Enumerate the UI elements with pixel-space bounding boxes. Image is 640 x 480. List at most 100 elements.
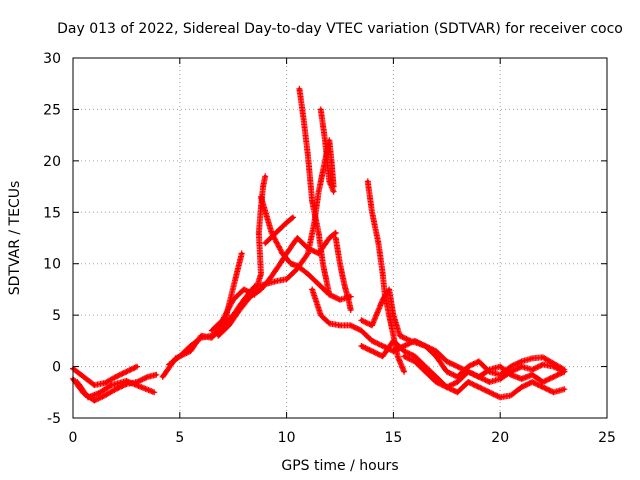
- data-point: [135, 365, 139, 369]
- data-point: [387, 287, 391, 291]
- data-point: [306, 272, 310, 276]
- data-point: [541, 385, 545, 389]
- data-point: [423, 344, 427, 348]
- data-point: [278, 262, 282, 266]
- data-point: [295, 264, 299, 268]
- data-point: [92, 383, 96, 387]
- data-point: [327, 293, 331, 297]
- data-point: [520, 377, 524, 381]
- data-point: [488, 380, 492, 384]
- data-point: [103, 393, 107, 397]
- data-point: [445, 359, 449, 363]
- data-point: [338, 323, 342, 327]
- data-point: [488, 368, 492, 372]
- data-point: [477, 375, 481, 379]
- data-point: [520, 359, 524, 363]
- series-track-12: [332, 235, 354, 313]
- data-point: [347, 298, 351, 302]
- data-point: [124, 379, 128, 383]
- data-point: [530, 356, 534, 360]
- data-point: [327, 138, 331, 142]
- data-point: [231, 298, 235, 302]
- data-point: [332, 190, 336, 194]
- data-point: [334, 231, 338, 235]
- grid: [73, 58, 607, 418]
- data-point: [381, 344, 385, 348]
- data-point: [552, 390, 556, 394]
- series-track-10: [296, 85, 333, 298]
- data-point: [289, 262, 293, 266]
- data-point: [381, 272, 385, 276]
- data-point: [285, 277, 289, 281]
- data-point: [370, 349, 374, 353]
- data-point: [455, 365, 459, 369]
- data-point: [541, 363, 545, 367]
- data-point: [233, 277, 237, 281]
- data-point: [477, 359, 481, 363]
- data-point: [342, 282, 346, 286]
- data-point: [210, 329, 214, 333]
- data-point: [240, 251, 244, 255]
- y-tick-label: -5: [47, 411, 61, 427]
- x-tick-label: 0: [69, 430, 78, 446]
- chart-title: Day 013 of 2022, Sidereal Day-to-day VTE…: [57, 21, 623, 37]
- data-point: [263, 174, 267, 178]
- data-point: [238, 308, 242, 312]
- data-point: [82, 375, 86, 379]
- data-point: [541, 355, 545, 359]
- data-point: [310, 200, 314, 204]
- data-point: [466, 365, 470, 369]
- y-tick-label: 25: [43, 102, 61, 118]
- data-point: [295, 236, 299, 240]
- data-point: [455, 375, 459, 379]
- data-point: [75, 380, 79, 384]
- data-point: [321, 169, 325, 173]
- data-point: [466, 380, 470, 384]
- data-point: [387, 313, 391, 317]
- data-point: [413, 354, 417, 358]
- data-point: [391, 334, 395, 338]
- data-point: [114, 375, 118, 379]
- data-point: [488, 390, 492, 394]
- data-point: [402, 344, 406, 348]
- data-point: [434, 354, 438, 358]
- data-point: [302, 118, 306, 122]
- data-point: [199, 336, 203, 340]
- y-tick-label: 0: [52, 360, 61, 376]
- plot-frame: [72, 57, 608, 419]
- series-track-3: [74, 378, 158, 401]
- data-point: [455, 380, 459, 384]
- data-point: [552, 375, 556, 379]
- data-point: [408, 339, 412, 343]
- data-point: [530, 380, 534, 384]
- data-point: [413, 359, 417, 363]
- data-point: [280, 251, 284, 255]
- data-point: [562, 387, 566, 391]
- data-point: [327, 179, 331, 183]
- data-point: [216, 334, 220, 338]
- data-point: [329, 159, 333, 163]
- data-point: [498, 365, 502, 369]
- data-point: [509, 393, 513, 397]
- data-point: [396, 354, 400, 358]
- data-point: [188, 344, 192, 348]
- y-axis-label: SDTVAR / TECUs: [7, 181, 23, 296]
- data-point: [434, 380, 438, 384]
- data-point: [562, 370, 566, 374]
- data-point: [509, 370, 513, 374]
- data-point: [359, 329, 363, 333]
- data-point: [349, 308, 353, 312]
- data-point: [257, 231, 261, 235]
- data-point: [381, 354, 385, 358]
- data-point: [259, 195, 263, 199]
- series-track-11: [317, 106, 337, 195]
- data-point: [317, 282, 321, 286]
- data-point: [466, 370, 470, 374]
- data-point: [477, 385, 481, 389]
- y-tick-label: 15: [43, 205, 61, 221]
- data-point: [520, 365, 524, 369]
- data-point: [139, 385, 143, 389]
- data-point: [498, 377, 502, 381]
- data-point: [114, 387, 118, 391]
- data-point: [103, 381, 107, 385]
